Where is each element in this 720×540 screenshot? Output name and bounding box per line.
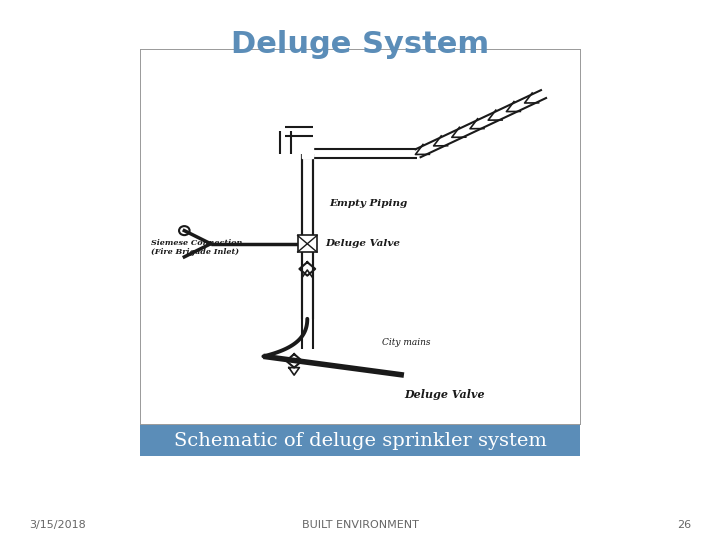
- Text: BUILT ENVIRONMENT: BUILT ENVIRONMENT: [302, 520, 418, 530]
- Text: Deluge Valve: Deluge Valve: [325, 239, 400, 248]
- Text: Schematic of deluge sprinkler system: Schematic of deluge sprinkler system: [174, 431, 546, 450]
- Text: Deluge Valve: Deluge Valve: [404, 389, 485, 400]
- Text: Deluge System: Deluge System: [231, 30, 489, 59]
- Text: Empty Piping: Empty Piping: [329, 199, 408, 208]
- Bar: [302, 140, 312, 158]
- Text: Siemese Connection
(Fire Brigade Inlet): Siemese Connection (Fire Brigade Inlet): [151, 239, 243, 256]
- Text: City mains: City mains: [382, 338, 431, 347]
- Bar: [297, 235, 317, 252]
- Text: 3/15/2018: 3/15/2018: [29, 520, 86, 530]
- Text: 26: 26: [677, 520, 691, 530]
